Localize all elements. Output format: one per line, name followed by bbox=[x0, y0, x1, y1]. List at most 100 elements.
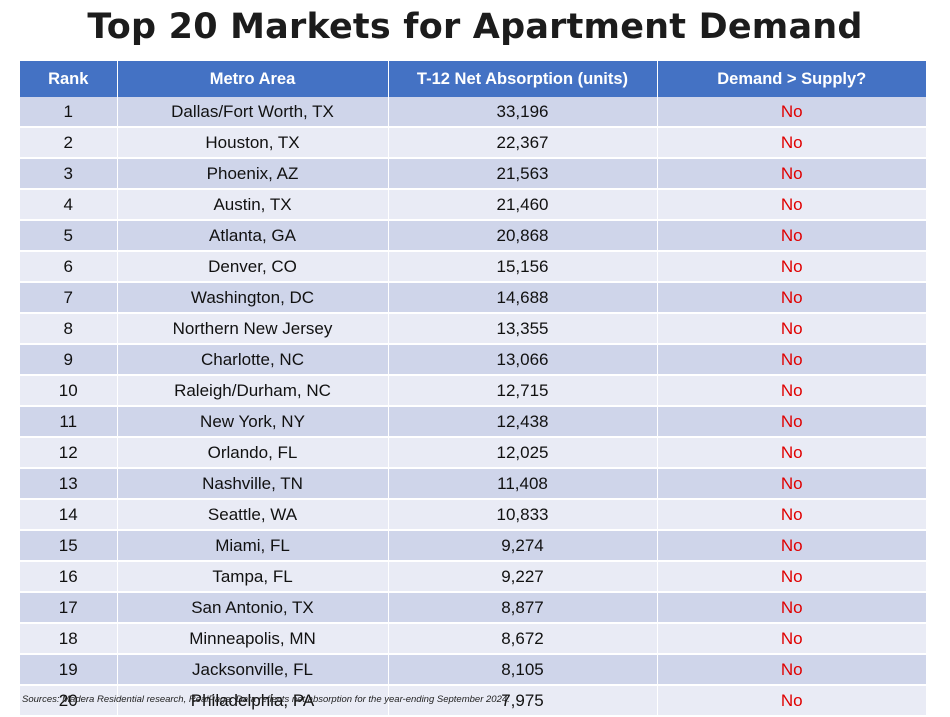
cell-metro-area: New York, NY bbox=[117, 406, 389, 438]
cell-metro-area: Tampa, FL bbox=[117, 561, 389, 593]
cell-demand-supply: No bbox=[657, 282, 926, 314]
cell-metro-area: Houston, TX bbox=[117, 127, 389, 159]
cell-metro-area: Philadelphia, PA bbox=[117, 685, 389, 717]
cell-net-absorption: 8,105 bbox=[388, 654, 658, 686]
table-row: 6 Denver, CO 15,156 No bbox=[20, 251, 926, 283]
page-title: Top 20 Markets for Apartment Demand bbox=[87, 7, 863, 47]
cell-metro-area: Phoenix, AZ bbox=[117, 158, 389, 190]
table-body: 1 Dallas/Fort Worth, TX 33,196 No 2 Houston, … bbox=[20, 97, 926, 717]
cell-demand-supply: No bbox=[657, 406, 926, 438]
table-row: 5 Atlanta, GA 20,868 No bbox=[20, 220, 926, 252]
cell-demand-supply: No bbox=[657, 561, 926, 593]
cell-rank: 1 bbox=[20, 97, 118, 128]
cell-rank: 18 bbox=[20, 623, 118, 655]
table-row: 12 Orlando, FL 12,025 No bbox=[20, 437, 926, 469]
cell-rank: 2 bbox=[20, 127, 118, 159]
markets-table: Rank Metro Area T-12 Net Absorption (uni… bbox=[20, 61, 926, 717]
cell-rank: 5 bbox=[20, 220, 118, 252]
cell-demand-supply: No bbox=[657, 375, 926, 407]
cell-net-absorption: 9,227 bbox=[388, 561, 658, 593]
cell-metro-area: Charlotte, NC bbox=[117, 344, 389, 376]
cell-net-absorption: 12,025 bbox=[388, 437, 658, 469]
cell-demand-supply: No bbox=[657, 251, 926, 283]
table-row: 13 Nashville, TN 11,408 No bbox=[20, 468, 926, 500]
cell-metro-area: San Antonio, TX bbox=[117, 592, 389, 624]
cell-rank: 6 bbox=[20, 251, 118, 283]
table-row: 4 Austin, TX 21,460 No bbox=[20, 189, 926, 221]
cell-rank: 4 bbox=[20, 189, 118, 221]
cell-rank: 20 bbox=[20, 685, 118, 717]
table-row: 10 Raleigh/Durham, NC 12,715 No bbox=[20, 375, 926, 407]
cell-metro-area: Raleigh/Durham, NC bbox=[117, 375, 389, 407]
cell-rank: 14 bbox=[20, 499, 118, 531]
cell-demand-supply: No bbox=[657, 127, 926, 159]
cell-metro-area: Northern New Jersey bbox=[117, 313, 389, 345]
cell-net-absorption: 33,196 bbox=[388, 97, 658, 128]
cell-net-absorption: 15,156 bbox=[388, 251, 658, 283]
cell-demand-supply: No bbox=[657, 344, 926, 376]
table-row: 16 Tampa, FL 9,227 No bbox=[20, 561, 926, 593]
cell-rank: 8 bbox=[20, 313, 118, 345]
cell-demand-supply: No bbox=[657, 592, 926, 624]
cell-net-absorption: 8,877 bbox=[388, 592, 658, 624]
cell-net-absorption: 22,367 bbox=[388, 127, 658, 159]
cell-metro-area: Austin, TX bbox=[117, 189, 389, 221]
cell-net-absorption: 12,438 bbox=[388, 406, 658, 438]
table-row: 2 Houston, TX 22,367 No bbox=[20, 127, 926, 159]
table-row: 1 Dallas/Fort Worth, TX 33,196 No bbox=[20, 97, 926, 128]
cell-rank: 15 bbox=[20, 530, 118, 562]
cell-net-absorption: 20,868 bbox=[388, 220, 658, 252]
table-row: 7 Washington, DC 14,688 No bbox=[20, 282, 926, 314]
cell-rank: 19 bbox=[20, 654, 118, 686]
cell-demand-supply: No bbox=[657, 437, 926, 469]
cell-metro-area: Miami, FL bbox=[117, 530, 389, 562]
table-row: 8 Northern New Jersey 13,355 No bbox=[20, 313, 926, 345]
table-row: 19 Jacksonville, FL 8,105 No bbox=[20, 654, 926, 686]
table-row: 17 San Antonio, TX 8,877 No bbox=[20, 592, 926, 624]
cell-rank: 16 bbox=[20, 561, 118, 593]
table-row: 14 Seattle, WA 10,833 No bbox=[20, 499, 926, 531]
cell-demand-supply: No bbox=[657, 654, 926, 686]
cell-demand-supply: No bbox=[657, 623, 926, 655]
cell-metro-area: Minneapolis, MN bbox=[117, 623, 389, 655]
table-row: 20 Philadelphia, PA 7,975 No bbox=[20, 685, 926, 717]
cell-metro-area: Denver, CO bbox=[117, 251, 389, 283]
cell-net-absorption: 10,833 bbox=[388, 499, 658, 531]
table-row: 18 Minneapolis, MN 8,672 No bbox=[20, 623, 926, 655]
cell-net-absorption: 11,408 bbox=[388, 468, 658, 500]
table-row: 15 Miami, FL 9,274 No bbox=[20, 530, 926, 562]
header-demand-supply: Demand > Supply? bbox=[657, 61, 926, 97]
cell-metro-area: Nashville, TN bbox=[117, 468, 389, 500]
cell-rank: 3 bbox=[20, 158, 118, 190]
cell-rank: 9 bbox=[20, 344, 118, 376]
cell-demand-supply: No bbox=[657, 499, 926, 531]
table-header-row: Rank Metro Area T-12 Net Absorption (uni… bbox=[20, 61, 926, 97]
cell-metro-area: Atlanta, GA bbox=[117, 220, 389, 252]
cell-rank: 12 bbox=[20, 437, 118, 469]
cell-demand-supply: No bbox=[657, 313, 926, 345]
cell-rank: 13 bbox=[20, 468, 118, 500]
cell-rank: 7 bbox=[20, 282, 118, 314]
cell-demand-supply: No bbox=[657, 97, 926, 128]
cell-net-absorption: 14,688 bbox=[388, 282, 658, 314]
cell-net-absorption: 8,672 bbox=[388, 623, 658, 655]
source-footnote: Sources: Madera Residential research, Re… bbox=[22, 694, 510, 705]
header-rank: Rank bbox=[20, 61, 118, 97]
cell-net-absorption: 21,563 bbox=[388, 158, 658, 190]
cell-demand-supply: No bbox=[657, 530, 926, 562]
cell-net-absorption: 13,355 bbox=[388, 313, 658, 345]
table-row: 9 Charlotte, NC 13,066 No bbox=[20, 344, 926, 376]
cell-metro-area: Orlando, FL bbox=[117, 437, 389, 469]
cell-rank: 11 bbox=[20, 406, 118, 438]
cell-demand-supply: No bbox=[657, 189, 926, 221]
cell-net-absorption: 9,274 bbox=[388, 530, 658, 562]
cell-net-absorption: 21,460 bbox=[388, 189, 658, 221]
cell-demand-supply: No bbox=[657, 468, 926, 500]
cell-metro-area: Seattle, WA bbox=[117, 499, 389, 531]
cell-demand-supply: No bbox=[657, 685, 926, 717]
cell-rank: 10 bbox=[20, 375, 118, 407]
cell-metro-area: Washington, DC bbox=[117, 282, 389, 314]
cell-demand-supply: No bbox=[657, 220, 926, 252]
cell-rank: 17 bbox=[20, 592, 118, 624]
cell-demand-supply: No bbox=[657, 158, 926, 190]
